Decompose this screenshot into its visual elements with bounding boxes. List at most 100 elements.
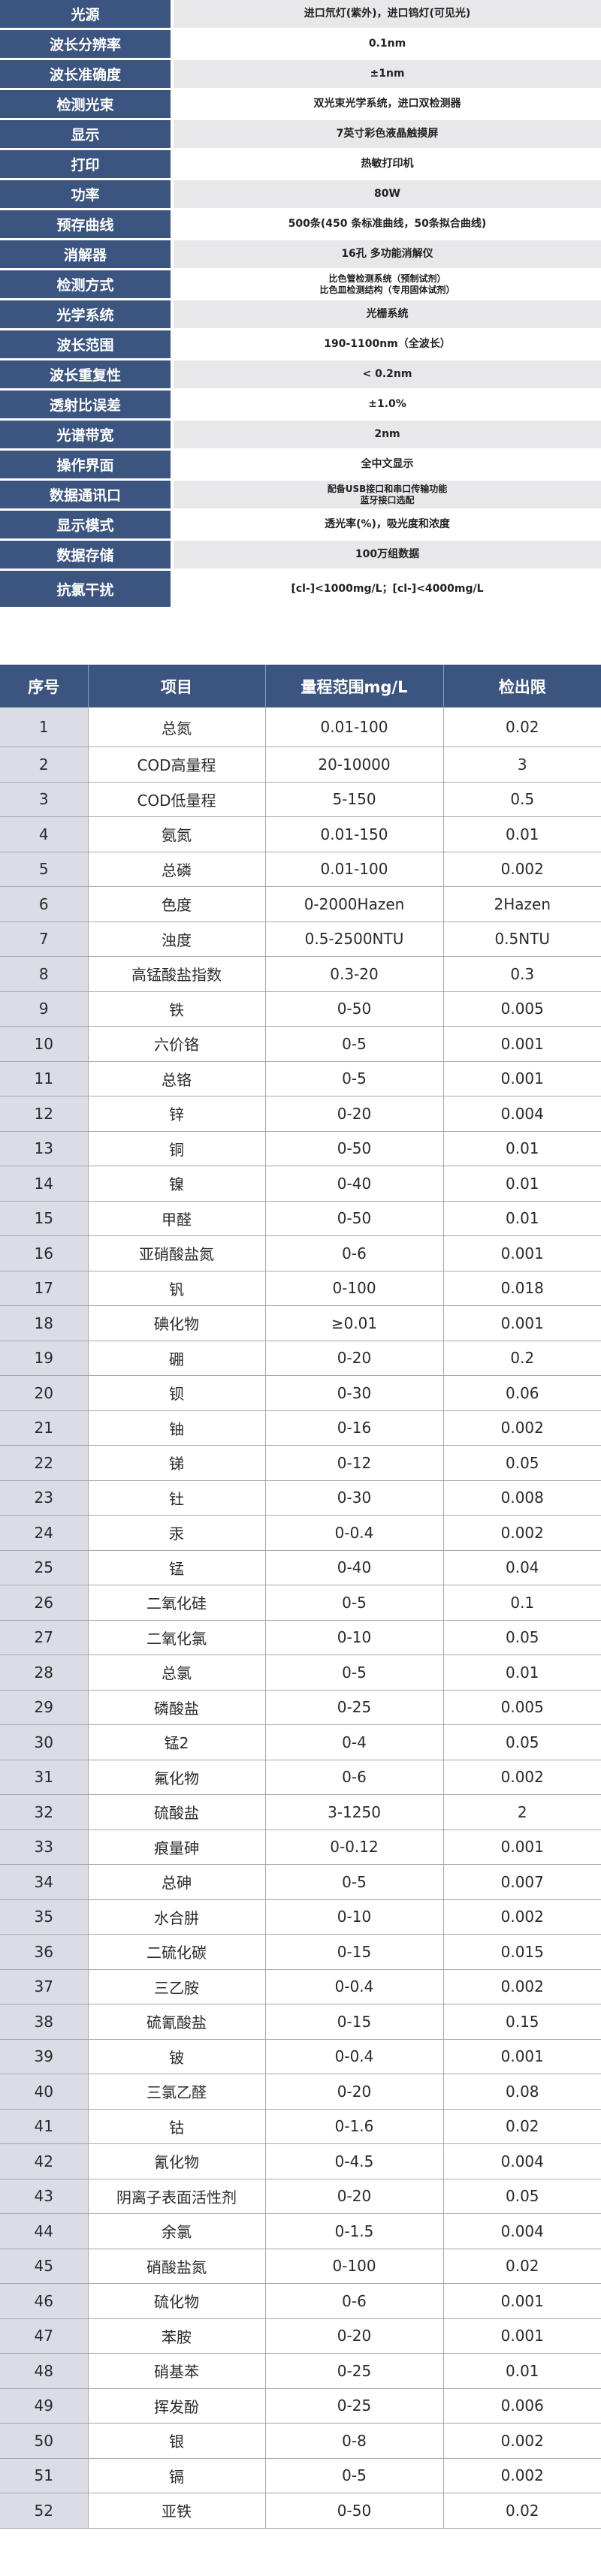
table-row: 29 磷酸盐 0-25 0.005 [0,1690,601,1725]
spec-label: 波长重复性 [0,360,171,388]
row-index: 22 [0,1445,89,1481]
row-index: 16 [0,1235,89,1271]
row-index: 33 [0,1829,89,1865]
range: 0-4 [264,1724,444,1760]
detection-limit: 0.05 [442,2179,601,2214]
detection-limit: 0.01 [442,1166,601,1202]
detection-limit: 0.007 [442,1864,601,1900]
header-detection-limit: 检出限 [442,665,601,707]
item-name: 铍 [87,2039,266,2074]
item-name: 氨氮 [87,816,266,852]
detection-limit: 0.02 [442,2249,601,2284]
table-row: 47 苯胺 0-20 0.001 [0,2318,601,2354]
range: 5-150 [264,782,444,817]
table-row: 40 三氯乙醛 0-20 0.08 [0,2074,601,2110]
item-name: 铁 [87,991,266,1027]
table-row: 16 亚硝酸盐氮 0-6 0.001 [0,1235,601,1271]
item-name: 苯胺 [87,2318,266,2354]
row-index: 18 [0,1305,89,1341]
spec-value-line: 双光束光学系统，进口双检测器 [313,98,461,110]
range: 0-5 [264,1061,444,1096]
table-row: 39 铍 0-0.4 0.001 [0,2039,601,2074]
range: 0-100 [264,2249,444,2284]
table-row: 21 铀 0-16 0.002 [0,1410,601,1446]
table-row: 41 钴 0-1.6 0.02 [0,2109,601,2144]
item-name: 高锰酸盐指数 [87,956,266,992]
range: 0-4.5 [264,2143,444,2179]
table-row: 12 锌 0-20 0.004 [0,1096,601,1132]
spec-label: 预存曲线 [0,210,171,238]
spec-value: 16孔 多功能消解仪 [174,240,601,268]
detection-limit: 0.01 [442,1131,601,1166]
row-index: 30 [0,1724,89,1760]
detection-limit: 0.001 [442,2283,601,2319]
spec-row: 消解器 16孔 多功能消解仪 [0,240,601,268]
item-name: 总氯 [87,1654,266,1691]
range: 0-25 [264,1690,444,1725]
spec-value: ±1nm [174,60,601,88]
header-item: 项目 [87,665,265,707]
table-row: 3 COD低量程 5-150 0.5 [0,782,601,817]
spec-value: 光栅系统 [174,300,601,328]
spec-value-line: 100万组数据 [355,548,420,560]
row-index: 13 [0,1131,89,1166]
spec-row: 波长重复性 < 0.2nm [0,360,601,388]
table-row: 26 二氧化硅 0-5 0.1 [0,1585,601,1621]
detection-limit: 0.1 [442,1585,601,1621]
spec-row: 光谱带宽 2nm [0,421,601,448]
detection-limit: 0.02 [442,2493,601,2529]
table-row: 15 甲醛 0-50 0.01 [0,1201,601,1236]
range: 0-10 [264,1899,444,1935]
header-index: 序号 [0,665,88,707]
row-index: 19 [0,1341,89,1376]
detection-limit: 0.001 [442,2318,601,2354]
spec-label: 光谱带宽 [0,421,171,448]
spec-row: 显示 7英寸彩色液晶触摸屏 [0,120,601,148]
range: 0-50 [264,991,444,1027]
detection-limit: 0.002 [442,1410,601,1446]
table-row: 8 高锰酸盐指数 0.3-20 0.3 [0,956,601,992]
spec-value-line: 190-1100nm（全波长） [324,338,451,350]
row-index: 40 [0,2074,89,2110]
table-row: 52 亚铁 0-50 0.02 [0,2493,601,2529]
item-name: 硫酸盐 [87,1794,266,1830]
range: 0-50 [264,1201,444,1236]
detection-limit: 0.002 [442,1760,601,1795]
item-name: 二硫化碳 [87,1934,266,1970]
row-index: 25 [0,1550,89,1585]
spec-value-line: 比色皿检测结构（专用固体试剂） [319,284,455,295]
table-row: 42 氰化物 0-4.5 0.004 [0,2143,601,2179]
spec-label: 检测方式 [0,270,171,298]
spec-label: 抗氯干扰 [0,571,171,607]
row-index: 9 [0,991,89,1027]
detection-limit: 0.018 [442,1271,601,1306]
detection-limit: 0.001 [442,2039,601,2074]
range: 0.01-100 [264,707,444,747]
row-index: 35 [0,1899,89,1935]
range: 0.5-2500NTU [264,922,444,957]
spec-value: 全中文显示 [174,451,601,478]
range: 0-40 [264,1166,444,1202]
range: 0-50 [264,1131,444,1166]
range: 0-6 [264,1235,444,1271]
item-name: 硼 [87,1341,266,1376]
spec-row: 透射比误差 ±1.0% [0,391,601,418]
spec-value: 双光束光学系统，进口双检测器 [174,90,601,118]
detection-limit: 0.01 [442,1201,601,1236]
row-index: 26 [0,1585,89,1621]
item-name: 钴 [87,2109,266,2144]
range: 0-12 [264,1445,444,1481]
detection-limit: 0.015 [442,1934,601,1970]
row-index: 21 [0,1410,89,1446]
spec-row: 检测光束 双光束光学系统，进口双检测器 [0,90,601,118]
range: 0-8 [264,2423,444,2459]
item-name: 甲醛 [87,1201,266,1236]
range: 0-15 [264,1934,444,1970]
item-name: 挥发酚 [87,2388,266,2424]
range: 3-1250 [264,1794,444,1830]
range: 0-2000Hazen [264,886,444,922]
spec-label: 功率 [0,180,171,208]
spec-value: [cl-]<1000mg/L；[cl-]<4000mg/L [174,571,601,607]
range: 0-100 [264,1271,444,1306]
detection-limit: 0.002 [442,852,601,887]
